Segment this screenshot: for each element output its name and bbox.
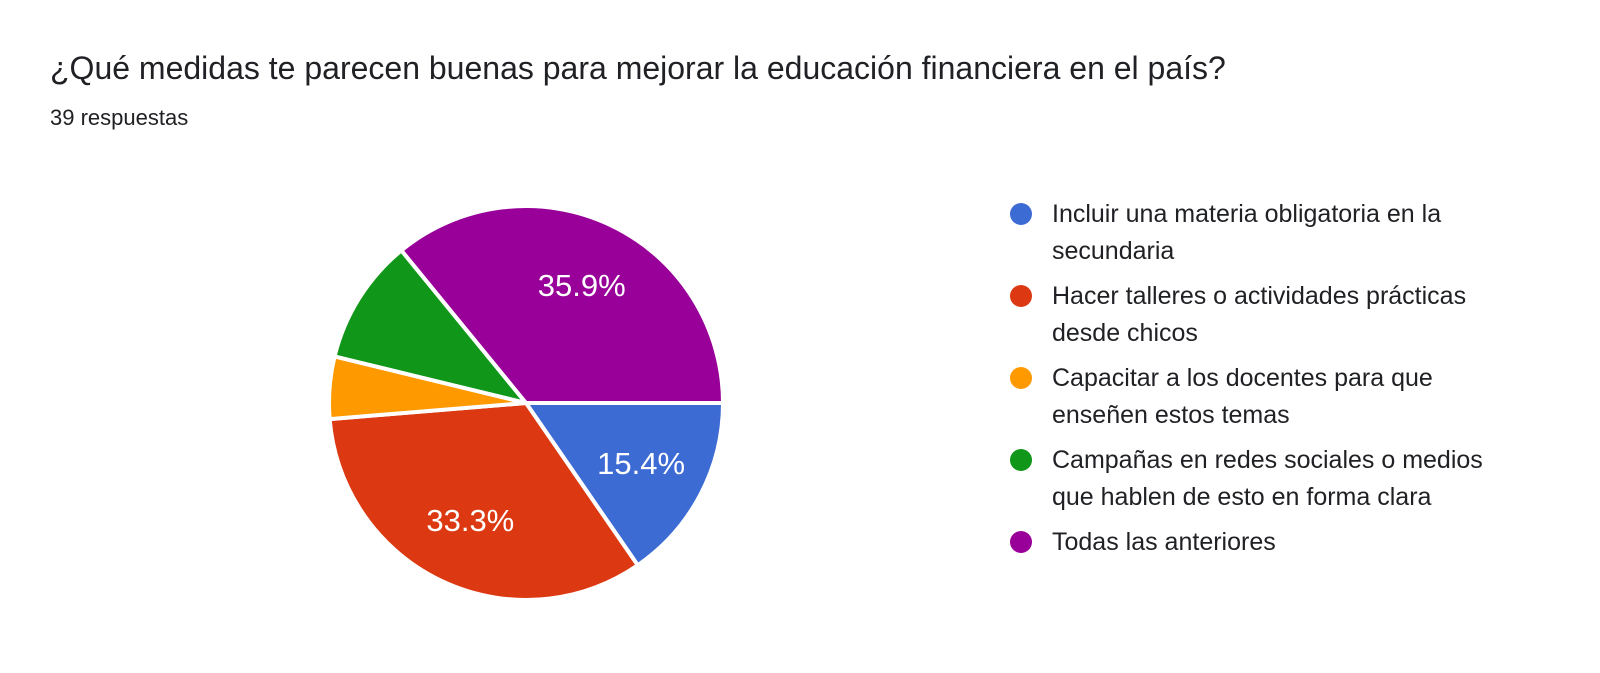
pie-slice-label: 33.3% — [426, 503, 514, 538]
legend-item: Capacitar a los docentes para que enseñe… — [1010, 360, 1530, 434]
pie-slice-label: 35.9% — [538, 268, 626, 303]
pie-slice-4[interactable] — [399, 204, 725, 405]
chart-legend: Incluir una materia obligatoria en la se… — [1010, 196, 1530, 561]
legend-item: Incluir una materia obligatoria en la se… — [1010, 196, 1530, 270]
legend-label: Capacitar a los docentes para que enseñe… — [1052, 364, 1433, 429]
pie-slice-1[interactable] — [327, 401, 640, 602]
legend-color-dot — [1010, 285, 1032, 307]
legend-label: Campañas en redes sociales o medios que … — [1052, 446, 1483, 511]
responses-count: 39 respuestas — [50, 105, 189, 130]
legend-label: Incluir una materia obligatoria en la se… — [1052, 200, 1442, 265]
pie-chart: 15.4% 33.3% 35.9% — [327, 204, 725, 602]
legend-color-dot — [1010, 531, 1032, 553]
legend-item: Campañas en redes sociales o medios que … — [1010, 442, 1530, 516]
legend-color-dot — [1010, 367, 1032, 389]
legend-label: Hacer talleres o actividades prácticas d… — [1052, 282, 1467, 347]
page-title: ¿Qué medidas te parecen buenas para mejo… — [50, 50, 1226, 86]
legend-color-dot — [1010, 449, 1032, 471]
legend-label: Todas las anteriores — [1052, 528, 1276, 556]
legend-item: Todas las anteriores — [1010, 524, 1530, 561]
legend-color-dot — [1010, 203, 1032, 225]
pie-slice-label: 15.4% — [597, 446, 685, 481]
pie-slice-0[interactable] — [524, 401, 725, 568]
legend-item: Hacer talleres o actividades prácticas d… — [1010, 278, 1530, 352]
pie-slice-3[interactable] — [332, 248, 528, 405]
